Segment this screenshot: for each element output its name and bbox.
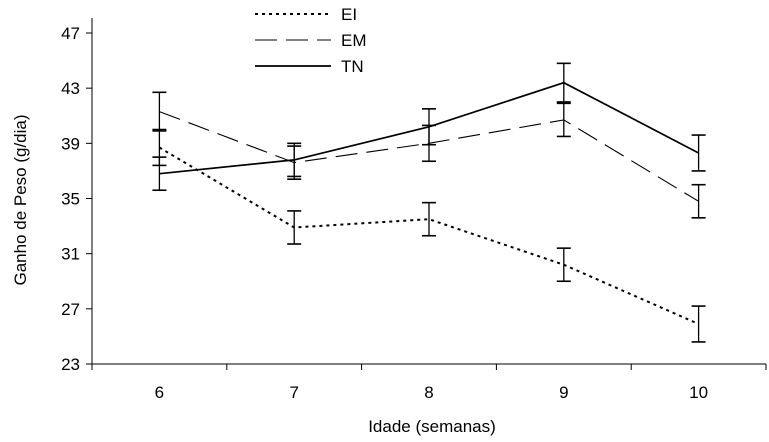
error-bar — [556, 247, 571, 283]
y-axis-title: Ganho de Peso (g/dia) — [11, 114, 30, 285]
series-tn — [152, 62, 706, 192]
plot-area — [152, 62, 706, 343]
error-bar — [556, 62, 571, 103]
error-bar — [152, 156, 167, 192]
series-line-ei — [158, 146, 700, 325]
error-bar — [287, 210, 302, 245]
error-bar — [691, 183, 706, 219]
y-tick-label: 35 — [61, 190, 80, 209]
series-ei — [152, 128, 706, 343]
legend-item-ei: EI — [255, 5, 357, 24]
y-tick-label: 47 — [61, 24, 80, 43]
x-tick-label: 8 — [424, 383, 433, 402]
x-tick-label: 7 — [289, 383, 298, 402]
x-axis-title: Idade (semanas) — [368, 417, 496, 436]
legend-label: TN — [341, 57, 364, 76]
error-bar — [556, 102, 571, 138]
legend-label: EM — [341, 31, 367, 50]
legend-label: EI — [341, 5, 357, 24]
x-tick-label: 10 — [689, 383, 708, 402]
error-bar — [422, 108, 436, 146]
error-bar — [691, 134, 706, 172]
legend-item-tn: TN — [255, 57, 364, 76]
x-tick-label: 6 — [155, 383, 164, 402]
y-tick-label: 31 — [61, 245, 80, 264]
y-tick-label: 39 — [61, 134, 80, 153]
error-bar — [691, 305, 706, 343]
y-tick-label: 23 — [61, 355, 80, 374]
error-bar — [287, 142, 302, 178]
error-bar — [152, 91, 167, 132]
error-bar — [422, 201, 436, 237]
x-tick-label: 9 — [559, 383, 568, 402]
axes: 23 27 31 35 39 43 47 6 7 8 9 10 — [61, 18, 767, 402]
y-tick-label: 27 — [61, 300, 80, 319]
legend: EI EM TN — [255, 5, 367, 76]
legend-item-em: EM — [255, 31, 367, 50]
y-tick-label: 43 — [61, 79, 80, 98]
